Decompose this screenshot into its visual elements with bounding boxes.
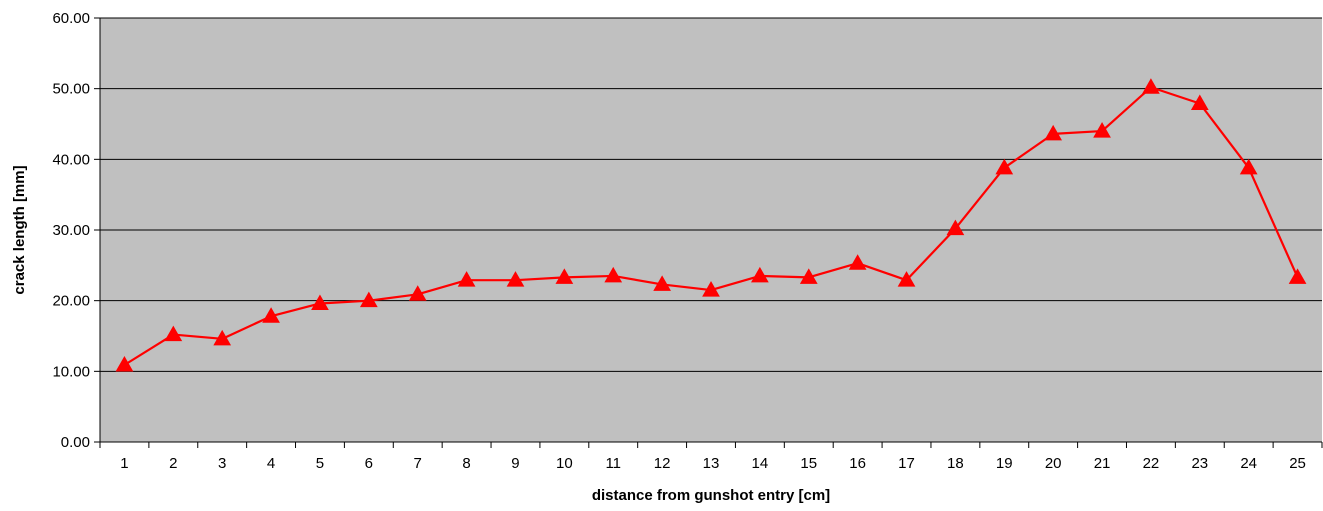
x-tick-label: 8	[462, 455, 470, 472]
x-tick-label: 2	[169, 455, 177, 472]
data-point-marker	[506, 271, 525, 287]
gridlines	[100, 17, 1322, 372]
x-tick-label: 24	[1240, 455, 1257, 472]
x-tick-label: 17	[898, 455, 915, 472]
data-point-marker	[946, 219, 965, 236]
series-crack-length	[115, 78, 1307, 372]
x-tick-label: 11	[605, 455, 621, 472]
data-point-marker	[262, 307, 280, 323]
data-point-marker	[702, 281, 720, 297]
x-tick-label: 4	[267, 455, 275, 472]
x-tick-label: 7	[414, 455, 422, 472]
x-tick-label: 21	[1094, 455, 1111, 472]
data-point-marker	[408, 285, 427, 301]
x-tick-label: 6	[365, 455, 373, 472]
data-point-marker	[359, 291, 378, 308]
data-point-marker	[653, 275, 671, 291]
x-tick-label: 20	[1045, 455, 1062, 472]
data-point-marker	[799, 268, 818, 284]
x-tick-label: 19	[996, 455, 1013, 472]
y-tick-label: 60.00	[52, 10, 90, 27]
data-point-marker	[115, 355, 134, 372]
data-point-marker	[897, 271, 916, 287]
y-tick-label: 30.00	[52, 222, 90, 239]
data-point-marker	[311, 294, 329, 310]
x-tick-label: 25	[1289, 455, 1306, 472]
x-tick-label: 16	[849, 455, 866, 472]
x-tick-label: 3	[218, 455, 226, 472]
x-axis-ticks: 1 2 3 4 5 6 7 8 9 10 11 12 13 14 15 16 17 18 19 20 21 22 23 24 2…	[99, 442, 1323, 472]
data-point-marker	[848, 254, 867, 270]
x-axis-title: distance from gunshot entry [cm]	[592, 487, 830, 504]
x-tick-label: 5	[316, 455, 324, 472]
data-point-marker	[995, 158, 1014, 175]
x-tick-label: 22	[1143, 455, 1160, 472]
data-point-marker	[1190, 94, 1209, 111]
data-point-marker	[1288, 268, 1307, 284]
y-tick-label: 40.00	[52, 151, 90, 168]
data-point-marker	[1239, 158, 1258, 175]
data-point-marker	[213, 329, 232, 346]
y-axis-ticks: 0.00 10.00 20.00 30.00 40.00 50.00 60.00	[52, 10, 100, 451]
data-point-marker	[555, 268, 574, 284]
x-tick-label: 10	[556, 455, 573, 472]
data-point-marker	[751, 266, 769, 283]
x-tick-label: 12	[654, 455, 671, 472]
x-tick-label: 14	[752, 455, 769, 472]
y-tick-label: 20.00	[52, 293, 90, 310]
x-tick-label: 9	[511, 455, 519, 472]
data-point-marker	[604, 266, 623, 283]
y-tick-label: 0.00	[61, 434, 90, 451]
y-tick-label: 50.00	[52, 81, 90, 98]
y-axis-title: crack length [mm]	[11, 165, 28, 294]
x-tick-label: 18	[947, 455, 964, 472]
y-tick-label: 10.00	[52, 363, 90, 380]
data-point-marker	[164, 325, 183, 342]
data-point-marker	[457, 271, 476, 287]
x-tick-label: 13	[703, 455, 720, 472]
data-point-marker	[1044, 124, 1063, 141]
x-tick-label: 1	[120, 455, 128, 472]
x-tick-label: 23	[1191, 455, 1208, 472]
data-point-marker	[1093, 122, 1111, 138]
x-tick-label: 15	[800, 455, 817, 472]
data-point-marker	[1142, 78, 1160, 94]
